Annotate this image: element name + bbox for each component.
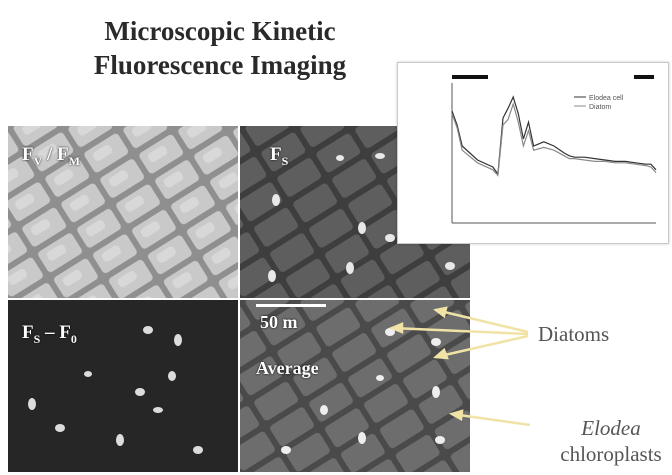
inset-chart-svg: Elodea cell Diatom	[451, 75, 657, 224]
series-line-1	[451, 101, 657, 177]
panel-fv-fm: FV / FM	[8, 126, 238, 298]
average-label: Average	[256, 358, 319, 378]
fs-label: FS	[270, 144, 289, 168]
fv-fm-image	[8, 126, 238, 298]
fs-f0-label: FS – F0	[22, 322, 77, 346]
elodea-label: Elodea chloroplasts	[536, 415, 672, 467]
light-bar-right	[634, 75, 654, 79]
slide-title: Microscopic Kinetic Fluorescence Imaging	[40, 14, 400, 82]
scale-bar	[256, 304, 326, 307]
title-line-2: Fluorescence Imaging	[93, 50, 347, 80]
scale-label: 50 m	[260, 312, 298, 332]
legend-label-0: Elodea cell	[589, 95, 624, 102]
diatoms-label: Diatoms	[538, 322, 610, 346]
light-bar-left	[452, 75, 488, 79]
series-line-0	[451, 95, 657, 176]
panel-average: 50 m Average	[240, 300, 470, 472]
chloroplasts-text: chloroplasts	[560, 442, 662, 466]
kinetics-inset-chart: Elodea cell Diatom	[397, 62, 669, 244]
fv-fm-label: FV / FM	[22, 144, 80, 168]
elodea-italic: Elodea	[581, 416, 641, 440]
title-line-1: Microscopic Kinetic	[104, 16, 336, 46]
legend-label-1: Diatom	[589, 104, 611, 111]
fs-f0-image	[8, 300, 238, 472]
panel-fs-f0: FS – F0	[8, 300, 238, 472]
